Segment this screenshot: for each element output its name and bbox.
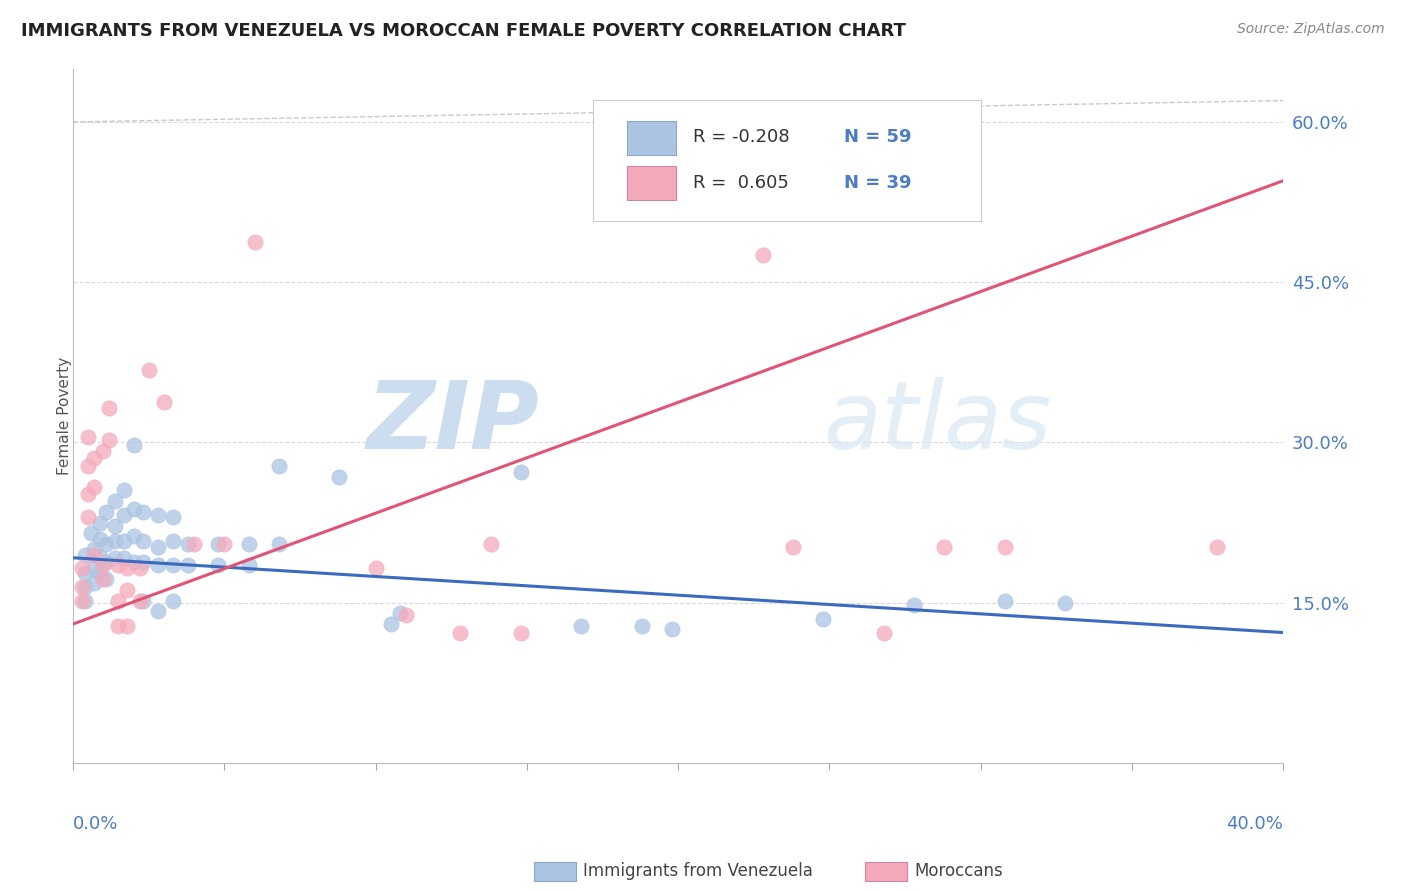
Text: atlas: atlas xyxy=(824,377,1052,468)
FancyBboxPatch shape xyxy=(627,120,676,155)
FancyBboxPatch shape xyxy=(627,166,676,201)
Text: Immigrants from Venezuela: Immigrants from Venezuela xyxy=(583,863,813,880)
Text: Source: ZipAtlas.com: Source: ZipAtlas.com xyxy=(1237,22,1385,37)
Text: 40.0%: 40.0% xyxy=(1226,815,1284,833)
Text: ZIP: ZIP xyxy=(366,376,538,468)
Text: Moroccans: Moroccans xyxy=(914,863,1002,880)
Y-axis label: Female Poverty: Female Poverty xyxy=(58,357,72,475)
FancyBboxPatch shape xyxy=(593,100,981,221)
Text: IMMIGRANTS FROM VENEZUELA VS MOROCCAN FEMALE POVERTY CORRELATION CHART: IMMIGRANTS FROM VENEZUELA VS MOROCCAN FE… xyxy=(21,22,905,40)
Text: 0.0%: 0.0% xyxy=(73,815,118,833)
Text: N = 59: N = 59 xyxy=(844,128,911,145)
Text: R =  0.605: R = 0.605 xyxy=(693,174,789,192)
Text: N = 39: N = 39 xyxy=(844,174,911,192)
Text: R = -0.208: R = -0.208 xyxy=(693,128,789,145)
